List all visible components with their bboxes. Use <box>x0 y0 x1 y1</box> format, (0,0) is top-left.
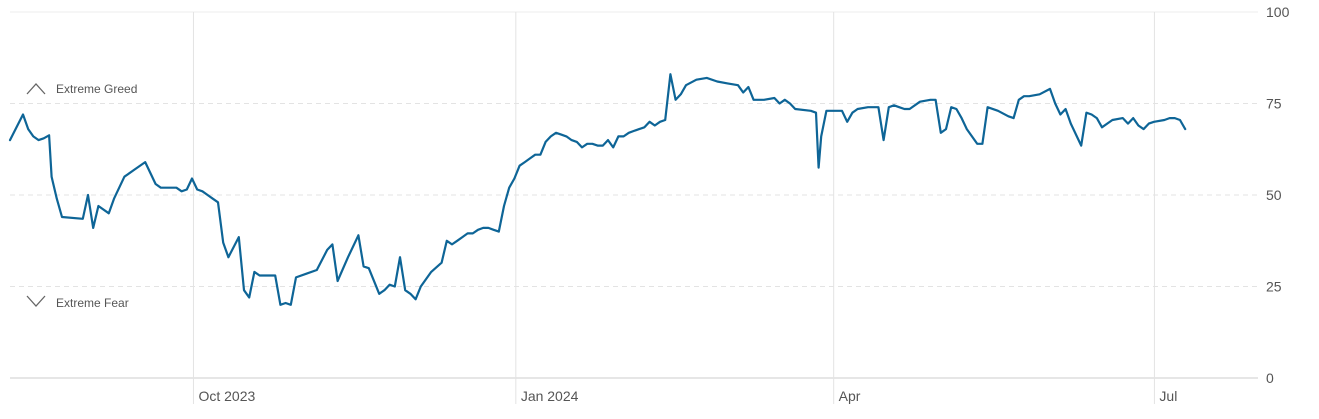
x-tick-label: Jul <box>1159 388 1177 404</box>
y-tick-label: 0 <box>1266 370 1274 386</box>
x-tick-label: Oct 2023 <box>198 388 255 404</box>
extreme-greed-label: Extreme Greed <box>56 82 137 96</box>
extreme-fear-label: Extreme Fear <box>56 296 129 310</box>
y-tick-label: 25 <box>1266 279 1282 295</box>
x-tick-label: Apr <box>839 388 861 404</box>
chevron-up-icon <box>26 83 46 95</box>
y-tick-label: 75 <box>1266 96 1282 112</box>
y-tick-label: 100 <box>1266 4 1290 20</box>
x-tick-label: Jan 2024 <box>521 388 579 404</box>
series-layer <box>8 73 1187 306</box>
y-tick-label: 50 <box>1266 187 1282 203</box>
series-line <box>8 73 1187 306</box>
tick-layer: 0 25 50 75 100 Oct 2023 Jan 2024 Apr Jul <box>198 4 1289 404</box>
chevron-down-icon <box>26 295 46 307</box>
grid-layer <box>10 11 1258 404</box>
band-layer: Extreme Greed Extreme Fear <box>26 82 137 310</box>
